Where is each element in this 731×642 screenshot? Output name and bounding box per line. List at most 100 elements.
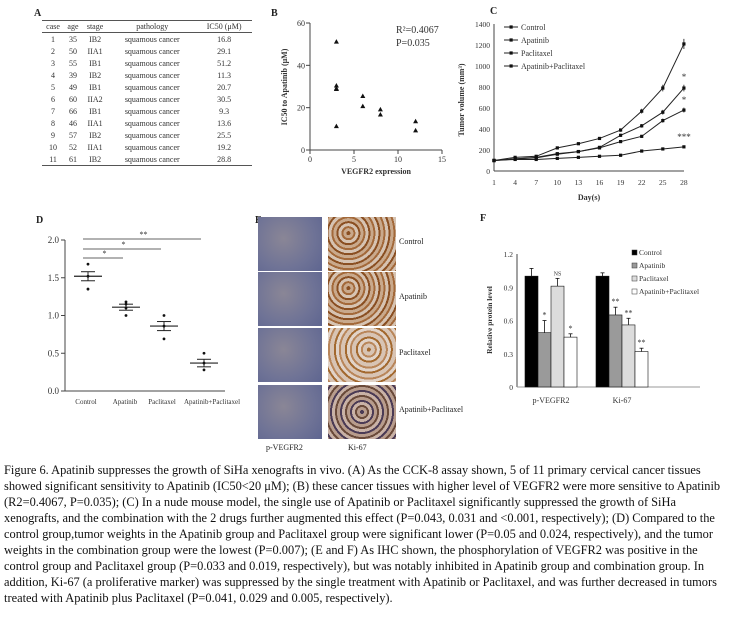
legend-label: Control	[639, 248, 662, 257]
table-cell: 2	[51, 46, 56, 56]
data-point	[86, 262, 90, 266]
legend-marker	[509, 64, 513, 68]
y-tick-label: 1.5	[48, 273, 60, 283]
significance-marker: **	[612, 297, 620, 306]
legend-label: Apatinib	[521, 36, 549, 45]
x-tick-label: 5	[352, 155, 356, 164]
table-cell: IB2	[89, 70, 102, 80]
table-cell: 5	[51, 82, 56, 92]
x-tick-label: 10	[554, 178, 562, 187]
table-cell: 7	[51, 106, 56, 116]
legend-label: Apatinib	[639, 261, 665, 270]
data-point	[86, 287, 90, 291]
table-cell: squamous cancer	[124, 106, 180, 116]
significance-marker: *	[682, 95, 687, 105]
table-cell: 8	[51, 118, 56, 128]
y-axis-label: Relative protein level	[485, 286, 494, 354]
data-point	[333, 39, 339, 44]
legend-swatch	[631, 262, 638, 269]
x-tick-label: 19	[617, 178, 625, 187]
y-tick-label: 800	[479, 83, 491, 92]
table-cell: 1	[51, 34, 56, 44]
table-cell: 9	[51, 130, 56, 140]
table-cell: 9.3	[219, 106, 230, 116]
data-point	[333, 82, 339, 88]
significance-marker: *	[682, 72, 687, 82]
data-point	[333, 123, 339, 129]
table-cell: squamous cancer	[124, 70, 180, 80]
data-point	[202, 351, 206, 355]
table-row: 4 39 IB2 squamous cancer 11.3	[42, 69, 252, 81]
table-cell: 51.2	[217, 58, 232, 68]
y-tick-label: 600	[479, 104, 491, 113]
data-point	[86, 274, 90, 278]
legend-marker	[509, 38, 513, 42]
y-tick-label: 40	[297, 61, 305, 70]
bar-apatinib-paclitaxel	[634, 351, 649, 388]
legend-label: Paclitaxel	[521, 49, 553, 58]
legend-swatch	[631, 275, 638, 282]
data-point	[202, 361, 206, 365]
ihc-image-p-vegfr2	[258, 385, 322, 439]
table-cell: 46	[68, 118, 77, 128]
y-tick-label: 0	[486, 167, 490, 176]
table-cell: 29.1	[217, 46, 232, 56]
panel-label-a: A	[34, 8, 42, 19]
ihc-row-label: Paclitaxel	[399, 348, 431, 357]
data-point	[124, 306, 128, 310]
data-point	[555, 152, 559, 156]
legend-label: Paclitaxel	[639, 274, 669, 283]
table-cell: squamous cancer	[124, 82, 180, 92]
table-cell: 11.3	[217, 70, 231, 80]
bar-control	[524, 275, 539, 388]
panel-label-f: F	[480, 213, 487, 224]
significance-marker: **	[638, 338, 646, 347]
ihc-row-label: Apatinib	[399, 292, 427, 301]
patient-ic50-table: case age stage pathology IC50 (μM) 1 35 IB2 squ…	[42, 20, 252, 166]
table-cell: 11	[42, 153, 65, 166]
data-point	[597, 154, 602, 158]
table-cell: 52	[68, 142, 77, 152]
panel-label-d: D	[36, 215, 44, 226]
x-tick-label: 16	[596, 178, 604, 187]
table-cell: 28.8	[196, 153, 252, 166]
y-tick-label: 0.6	[504, 317, 514, 326]
data-point	[377, 111, 383, 117]
ihc-image-p-vegfr2	[258, 328, 322, 382]
data-point	[413, 127, 419, 133]
y-tick-label: 2.0	[48, 235, 60, 245]
table-cell: squamous cancer	[124, 118, 180, 128]
column-header: case	[42, 20, 65, 33]
data-point	[124, 300, 128, 304]
table-cell: IB1	[89, 106, 102, 116]
panel-label-b: B	[271, 8, 278, 19]
x-tick-label: 7	[534, 178, 538, 187]
table-cell: squamous cancer	[124, 94, 180, 104]
x-tick-label: p-VEGFR2	[533, 396, 570, 405]
legend-marker	[509, 25, 513, 29]
data-point	[597, 136, 602, 141]
x-axis-label: VEGFR2 expression	[341, 167, 411, 176]
y-tick-label: 1.2	[504, 250, 514, 259]
legend-swatch	[631, 288, 638, 295]
significance-marker: ***	[677, 132, 691, 142]
data-point	[162, 337, 166, 341]
y-tick-label: 0.5	[48, 348, 60, 358]
x-tick-label: 0	[308, 155, 312, 164]
table-cell: 55	[68, 58, 77, 68]
ihc-column-label: p-VEGFR2	[266, 443, 303, 452]
data-point	[555, 146, 559, 150]
table-cell: 35	[68, 34, 77, 44]
y-tick-label: 1.0	[48, 311, 60, 321]
y-axis-label: Tumor volume (mm³)	[457, 63, 466, 136]
table-row: 8 46 IIA1 squamous cancer 13.6	[42, 117, 252, 129]
x-tick-label: 10	[394, 155, 402, 164]
significance-marker: *	[543, 311, 547, 320]
table-cell: IB2	[89, 34, 102, 44]
table-cell: IIA2	[87, 94, 103, 104]
bar-paclitaxel	[621, 324, 636, 388]
data-point	[555, 156, 559, 160]
table-row: 6 60 IIA2 squamous cancer 30.5	[42, 93, 252, 105]
r-squared-annotation: R²=0.4067	[396, 25, 439, 36]
